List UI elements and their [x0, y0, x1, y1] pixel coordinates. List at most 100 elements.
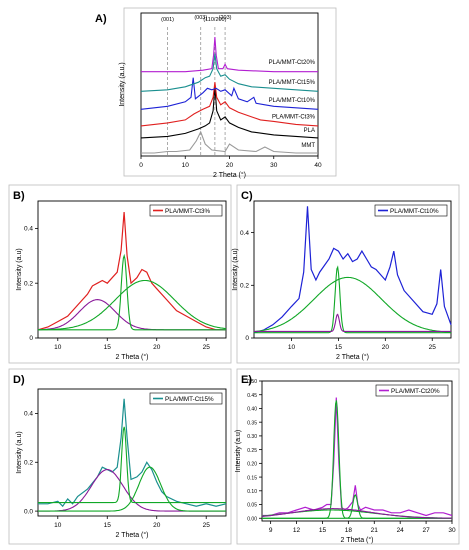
- legend-box: [374, 204, 448, 217]
- panel-e: E) 9 12 15 18 21 24 27 30 2 Theta (°) Intensity (a…: [235, 368, 460, 545]
- fit-curve: [261, 509, 452, 519]
- series-label: PLA: [304, 128, 315, 134]
- panel-d: D) 10 15 20 25 2 Theta (°) Intensity (a.u) 0.0 0…: [8, 368, 232, 545]
- x-tick-label: 18: [345, 527, 353, 534]
- x-tick-label: 24: [397, 527, 405, 534]
- y-tick-label: 0.30: [247, 434, 257, 440]
- series-line: [140, 77, 319, 110]
- legend-box: [149, 204, 223, 217]
- panel-frame: [236, 368, 460, 545]
- y-tick-label: 0.15: [247, 475, 257, 481]
- y-axis-label: Intensity (a.u): [16, 431, 23, 473]
- series-label: PLA/MMT-Ct10%: [269, 98, 316, 104]
- y-tick-label: 0.20: [247, 462, 257, 468]
- x-tick-label: 20: [153, 522, 161, 529]
- series-line: [141, 37, 318, 73]
- series-label: PLA/MMT-Ct3%: [272, 114, 316, 120]
- panel-label: E): [241, 374, 252, 386]
- series-line: [140, 82, 319, 127]
- x-tick-label: 15: [104, 344, 112, 351]
- x-tick-label: 27: [422, 527, 430, 534]
- x-axis-label: 2 Theta (°): [115, 531, 148, 539]
- legend-label: PLA/MMT-Ct10%: [390, 208, 439, 215]
- peak-annotation: (203): [219, 15, 232, 21]
- fit-curve: [253, 276, 451, 333]
- legend-label: PLA/MMT-Ct3%: [165, 208, 211, 215]
- peak-annotation: (001): [161, 17, 174, 23]
- panel-label: C): [241, 190, 253, 202]
- fit-curve: [38, 279, 227, 331]
- y-tick-label: 0.50: [247, 379, 257, 385]
- fit-curve: [262, 508, 452, 519]
- x-tick-label: 10: [54, 522, 62, 529]
- panel-frame: [123, 7, 337, 177]
- x-axis-label: 2 Theta (°): [213, 171, 246, 179]
- y-axis-label: Intensity (a.u): [235, 430, 242, 472]
- y-tick-label: 0.25: [247, 448, 257, 454]
- x-tick-label: 30: [270, 162, 278, 169]
- series-line: [140, 53, 319, 92]
- y-axis-label: Intensity (a.u): [16, 248, 23, 290]
- x-tick-label: 20: [382, 344, 390, 351]
- data-line: [262, 397, 453, 517]
- y-tick-label: 0.0: [24, 508, 33, 515]
- x-axis-label: 2 Theta (°): [336, 353, 369, 361]
- panel-a: A) 0 10 20 30 40 2 Theta (°) Intensity (a.u.) (0…: [95, 7, 337, 179]
- x-axis-label: 2 Theta (°): [340, 536, 373, 544]
- panel-c: C) 10 15 20 25 2 Theta (°) Intensity (a.u) 0 0.2…: [232, 184, 460, 364]
- x-tick-label: 9: [269, 527, 273, 534]
- panel-b: B) 10 15 20 25 2 Theta (°) Intensity (a.u) 0 0.2…: [8, 184, 232, 364]
- legend-box: [149, 392, 223, 405]
- panel-label: A): [95, 13, 107, 25]
- x-tick-label: 12: [293, 527, 301, 534]
- x-tick-label: 10: [182, 162, 190, 169]
- data-line: [253, 206, 452, 334]
- peak-annotation: (003): [194, 15, 207, 21]
- x-tick-label: 20: [153, 344, 161, 351]
- panel-frame: [8, 368, 232, 545]
- y-tick-label: 0.4: [24, 411, 33, 418]
- y-tick-label: 0.00: [247, 516, 257, 522]
- series-line: [140, 86, 319, 139]
- plot-area: [261, 380, 453, 522]
- legend-label: PLA/MMT-Ct20%: [391, 388, 440, 395]
- x-tick-label: 10: [288, 344, 296, 351]
- plot-area: [253, 200, 452, 339]
- y-tick-label: 0.10: [247, 489, 257, 495]
- y-tick-label: 0: [245, 335, 249, 342]
- series-label: MMT: [301, 143, 315, 149]
- x-tick-label: 40: [314, 162, 322, 169]
- y-axis-label: Intensity (a.u.): [119, 62, 126, 106]
- y-tick-label: 0.45: [247, 393, 257, 399]
- fit-curve: [38, 253, 226, 331]
- y-tick-label: 0.2: [24, 459, 33, 466]
- fit-curve: [254, 313, 451, 332]
- y-tick-label: 0.2: [24, 280, 33, 287]
- x-tick-label: 15: [335, 344, 343, 351]
- x-tick-label: 30: [448, 527, 456, 534]
- y-tick-label: 0.35: [247, 420, 257, 426]
- fit-curve: [262, 494, 452, 519]
- x-tick-label: 0: [139, 162, 143, 169]
- plot-area: [37, 388, 227, 517]
- y-tick-label: 0.4: [240, 230, 249, 237]
- x-tick-label: 15: [319, 527, 327, 534]
- x-tick-label: 21: [371, 527, 379, 534]
- fit-curve: [38, 426, 226, 504]
- series-line: [141, 130, 318, 154]
- panel-frame: [8, 184, 232, 364]
- x-tick-label: 15: [104, 522, 112, 529]
- panel-frame: [236, 184, 460, 364]
- legend-box: [375, 384, 449, 397]
- y-tick-label: 0.2: [240, 283, 249, 290]
- x-tick-label: 20: [226, 162, 234, 169]
- fit-curve: [254, 265, 451, 334]
- x-tick-label: 25: [203, 344, 211, 351]
- x-tick-label: 25: [429, 344, 437, 351]
- y-tick-label: 0: [29, 335, 33, 342]
- x-tick-label: 10: [54, 344, 62, 351]
- plot-area: [37, 200, 227, 339]
- legend-label: PLA/MMT-Ct15%: [165, 396, 214, 403]
- peak-annotation: (110/200): [203, 17, 226, 23]
